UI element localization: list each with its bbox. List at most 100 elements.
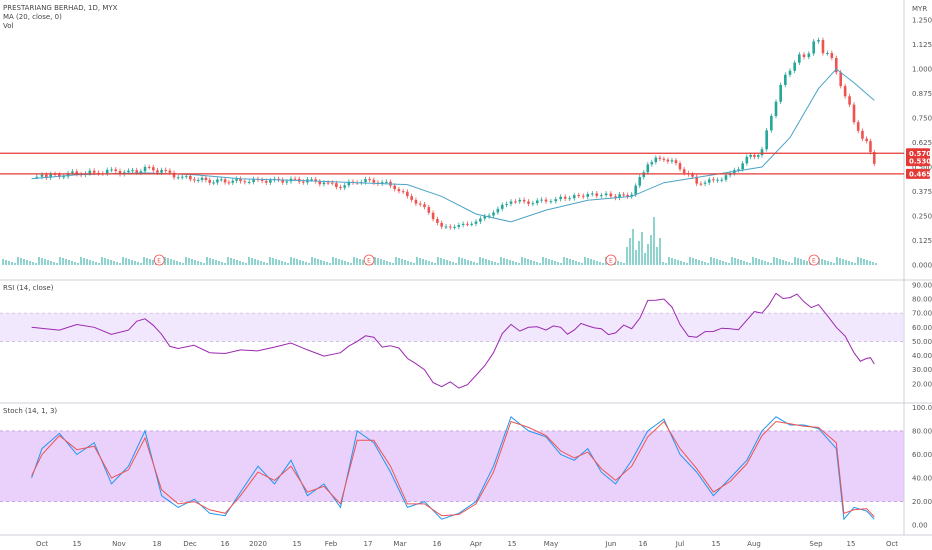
volume-bar bbox=[869, 261, 871, 265]
price-tick-label: 0.750 bbox=[912, 115, 932, 123]
candle-body bbox=[749, 154, 752, 157]
candle-body bbox=[670, 160, 674, 162]
rsi-pane: 90.00 80.00 70.00 60.00 50.00 40.00 30.00 20.00… bbox=[0, 281, 932, 389]
candle-body bbox=[479, 218, 482, 222]
volume-bar bbox=[680, 261, 682, 265]
earnings-marker[interactable] bbox=[605, 254, 617, 266]
volume-bar bbox=[68, 260, 70, 265]
volume-bar bbox=[872, 262, 874, 265]
volume-bar bbox=[269, 257, 271, 265]
volume-bar bbox=[857, 257, 859, 265]
volume-bar bbox=[302, 261, 304, 265]
candle-body bbox=[604, 193, 608, 196]
volume-bar bbox=[359, 259, 361, 265]
earnings-marker[interactable] bbox=[153, 254, 165, 266]
volume-bar bbox=[638, 241, 640, 265]
candle-body bbox=[549, 201, 553, 203]
volume-bar bbox=[119, 263, 121, 265]
volume-bar bbox=[206, 257, 208, 265]
volume-bar bbox=[257, 260, 259, 265]
volume-bar bbox=[821, 259, 823, 265]
volume-bar bbox=[731, 257, 733, 265]
candle-body bbox=[200, 177, 204, 181]
volume-bar bbox=[533, 261, 535, 265]
volume-bar bbox=[749, 263, 751, 265]
candle-body bbox=[712, 179, 715, 181]
candle-body bbox=[638, 177, 642, 186]
volume-bar bbox=[617, 261, 619, 265]
earnings-marker-label: E bbox=[367, 258, 371, 265]
volume-bar bbox=[143, 257, 145, 265]
volume-bar bbox=[245, 263, 247, 265]
volume-bar bbox=[512, 261, 514, 265]
time-tick-label: 2020 bbox=[249, 540, 267, 548]
volume-bar bbox=[317, 259, 319, 265]
volume-bar bbox=[107, 259, 109, 265]
volume-bar bbox=[851, 262, 853, 265]
candle-body bbox=[339, 187, 342, 189]
volume-bar bbox=[854, 263, 856, 265]
candle-body bbox=[448, 226, 452, 228]
candle-body bbox=[281, 179, 285, 183]
volume-bar bbox=[521, 257, 523, 265]
candle-body bbox=[343, 185, 346, 188]
candle-body bbox=[843, 86, 847, 97]
candle-body bbox=[865, 138, 868, 142]
volume-bar bbox=[794, 257, 796, 265]
candle-body bbox=[88, 170, 92, 174]
volume-bar bbox=[188, 258, 190, 265]
candle-body bbox=[839, 72, 842, 87]
volume-bar bbox=[695, 259, 697, 265]
candle-body bbox=[678, 163, 682, 170]
volume-bars bbox=[2, 217, 877, 265]
candle-body bbox=[774, 101, 778, 116]
time-tick-label: 16 bbox=[639, 540, 648, 548]
volume-bar bbox=[416, 257, 418, 265]
candle-body bbox=[410, 196, 413, 200]
volume-bar bbox=[755, 258, 757, 265]
candle-body bbox=[650, 162, 654, 165]
candle-body bbox=[848, 96, 851, 105]
candle-body bbox=[872, 152, 876, 164]
volume-bar bbox=[713, 258, 715, 265]
rsi-tick-label: 30.00 bbox=[912, 366, 932, 374]
candle-body bbox=[193, 179, 196, 181]
volume-bar bbox=[842, 259, 844, 265]
candle-body bbox=[658, 157, 662, 159]
volume-bar bbox=[230, 258, 232, 265]
volume-bar bbox=[482, 258, 484, 265]
volume-bar bbox=[845, 260, 847, 265]
candle-body bbox=[231, 180, 235, 183]
volume-bar bbox=[698, 260, 700, 265]
candle-body bbox=[168, 170, 172, 173]
volume-bar bbox=[131, 260, 133, 265]
candle-body bbox=[164, 169, 168, 171]
candle-body bbox=[699, 183, 703, 185]
candle-body bbox=[514, 201, 517, 203]
volume-bar bbox=[770, 263, 772, 265]
volume-bar bbox=[803, 260, 805, 265]
rsi-tick-label: 80.00 bbox=[912, 295, 932, 303]
earnings-marker[interactable] bbox=[363, 254, 375, 266]
volume-bar bbox=[668, 257, 670, 265]
volume-bar bbox=[527, 259, 529, 265]
volume-bar bbox=[14, 263, 16, 265]
candle-body bbox=[753, 154, 756, 157]
candle-body bbox=[243, 181, 247, 183]
candle-body bbox=[568, 198, 572, 200]
volume-bar bbox=[65, 259, 67, 265]
volume-bar bbox=[650, 235, 652, 265]
volume-bar bbox=[581, 263, 583, 265]
volume-bar bbox=[437, 257, 439, 265]
price-axis: 1.250 1.125 1.000 0.875 0.750 0.625 0.500 0.375… bbox=[912, 17, 932, 270]
volume-bar bbox=[329, 263, 331, 265]
candle-body bbox=[466, 223, 469, 225]
candle-body bbox=[431, 212, 435, 220]
volume-bar bbox=[725, 262, 727, 265]
volume-bar bbox=[350, 263, 352, 265]
volume-bar bbox=[59, 257, 61, 265]
rsi-band bbox=[0, 313, 904, 342]
volume-bar bbox=[176, 261, 178, 265]
candle-body bbox=[559, 196, 562, 200]
earnings-marker[interactable] bbox=[808, 254, 820, 266]
